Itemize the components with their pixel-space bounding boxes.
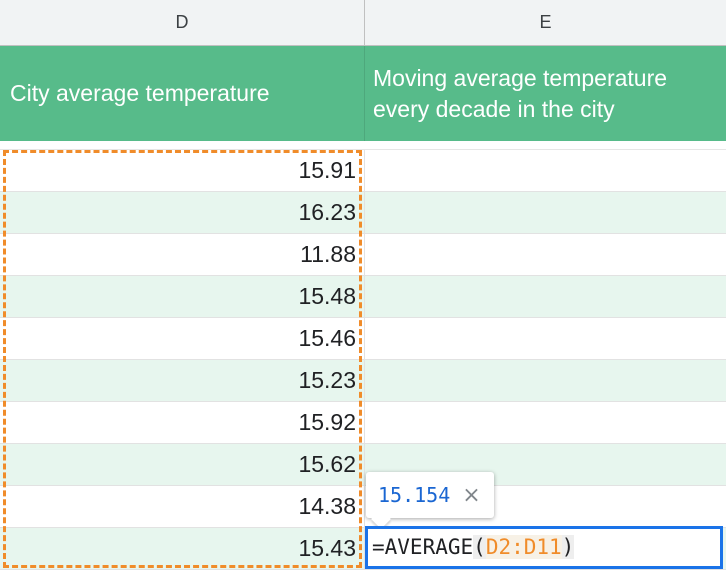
- cell-d9[interactable]: 15.62: [0, 444, 365, 485]
- formula-open-paren: (: [473, 535, 486, 559]
- cell-d5[interactable]: 15.48: [0, 276, 365, 317]
- column-d-label: D: [175, 12, 189, 32]
- header-cell-moving-average[interactable]: Moving average temperature every decade …: [365, 46, 726, 141]
- table-row: 16.23: [0, 192, 726, 234]
- cell-e4[interactable]: [365, 234, 726, 275]
- cell-e5[interactable]: [365, 276, 726, 317]
- header-cell-city-average[interactable]: City average temperature: [0, 46, 365, 141]
- table-row: 15.62: [0, 444, 726, 486]
- formula-result-tooltip: 15.154 ×: [366, 472, 494, 529]
- column-header-d[interactable]: D: [0, 0, 365, 46]
- cell-d11[interactable]: 15.43: [0, 528, 365, 569]
- cell-d10[interactable]: 14.38: [0, 486, 365, 527]
- table-row: 15.48: [0, 276, 726, 318]
- cell-d6[interactable]: 15.46: [0, 318, 365, 359]
- cell-d4[interactable]: 11.88: [0, 234, 365, 275]
- cell-d2[interactable]: 15.91: [0, 150, 365, 191]
- cell-editor-e11[interactable]: =AVERAGE(D2:D11): [365, 526, 723, 569]
- formula-range: D2:D11: [485, 535, 562, 559]
- cell-d3[interactable]: 16.23: [0, 192, 365, 233]
- formula-close-paren: ): [561, 535, 575, 559]
- table-row: 15.23: [0, 360, 726, 402]
- column-e-label: E: [539, 12, 552, 32]
- cell-e2[interactable]: [365, 150, 726, 191]
- cell-d8[interactable]: 15.92: [0, 402, 365, 443]
- formula-function: =AVERAGE: [372, 535, 474, 559]
- header-e-line1: Moving average temperature: [373, 64, 668, 91]
- cell-d7[interactable]: 15.23: [0, 360, 365, 401]
- table-row: 15.92: [0, 402, 726, 444]
- header-d-text: City average temperature: [10, 80, 270, 106]
- cell-e3[interactable]: [365, 192, 726, 233]
- header-e-line2: every decade in the city: [373, 95, 615, 122]
- table-row: 15.91: [0, 150, 726, 192]
- close-icon[interactable]: ×: [462, 482, 481, 508]
- table-row: 15.46: [0, 318, 726, 360]
- cell-e7[interactable]: [365, 360, 726, 401]
- cell-e8[interactable]: [365, 402, 726, 443]
- table-row: 14.38: [0, 486, 726, 528]
- column-header-e[interactable]: E: [365, 0, 726, 46]
- tooltip-value: 15.154: [378, 483, 451, 507]
- cell-e6[interactable]: [365, 318, 726, 359]
- table-row: 11.88: [0, 234, 726, 276]
- header-spacer: [0, 141, 726, 150]
